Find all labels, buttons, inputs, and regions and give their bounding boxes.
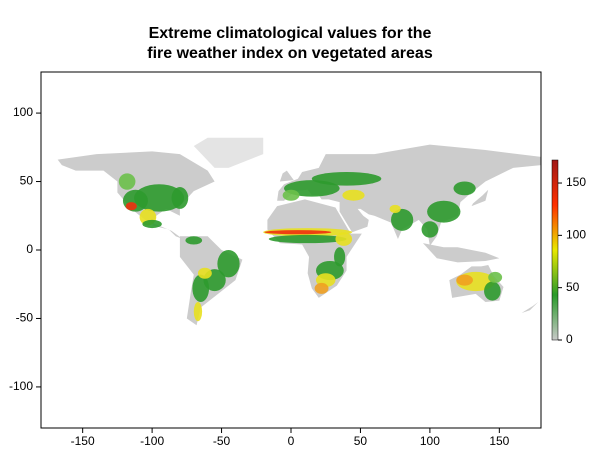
land (471, 189, 489, 207)
x-tick-label: -150 (71, 434, 95, 448)
vegetation-patch (389, 204, 401, 214)
vegetation-patch (193, 302, 203, 322)
land (277, 144, 541, 246)
vegetation-patch (217, 249, 240, 278)
colorbar-tick-label: 0 (566, 332, 573, 346)
vegetation-patch (488, 271, 503, 283)
land (279, 170, 294, 182)
vegetation-patch (185, 236, 203, 245)
x-tick-label: 150 (489, 434, 509, 448)
vegetation-patch (171, 187, 189, 209)
land (521, 302, 539, 313)
x-tick-label: -100 (140, 434, 164, 448)
vegetation-patch (311, 171, 382, 186)
vegetation-patch (314, 282, 329, 294)
vegetation-patch (456, 274, 473, 286)
colorbar (551, 159, 559, 341)
chart-title: fire weather index on vegetated areas (147, 45, 433, 62)
vegetation-patch (453, 181, 476, 196)
vegetation-patch (197, 267, 212, 279)
vegetation-patch (142, 219, 162, 229)
vegetation-patch (390, 208, 414, 231)
map (57, 137, 541, 326)
x-tick-label: 100 (420, 434, 440, 448)
vegetation-patch (192, 274, 210, 303)
y-tick-label: -50 (16, 311, 34, 325)
x-tick-label: -50 (213, 434, 231, 448)
vegetation-patch (282, 189, 300, 201)
x-tick-label: 50 (354, 434, 368, 448)
y-tick-label: 0 (26, 242, 33, 256)
chart-title: Extreme climatological values for the (149, 25, 432, 42)
vegetation-patch (427, 200, 461, 223)
vegetation-patch (118, 173, 136, 190)
colorbar-tick-label: 100 (566, 228, 586, 242)
y-tick-label: -100 (9, 379, 33, 393)
vegetation-patch (342, 189, 365, 201)
vegetation-patch (268, 234, 347, 244)
vegetation-patch (125, 202, 137, 211)
vegetation-patch (334, 247, 346, 267)
land (193, 137, 264, 168)
y-tick-label: 50 (20, 174, 34, 188)
vegetation-patch (484, 281, 501, 301)
land (422, 243, 500, 263)
y-tick-label: 100 (13, 105, 33, 119)
colorbar-tick-label: 150 (566, 175, 586, 189)
vegetation-patch (421, 221, 439, 238)
vegetation-patch (335, 232, 353, 246)
colorbar-tick-label: 50 (566, 280, 580, 294)
x-tick-label: 0 (288, 434, 295, 448)
vegetation-patch (264, 230, 332, 235)
